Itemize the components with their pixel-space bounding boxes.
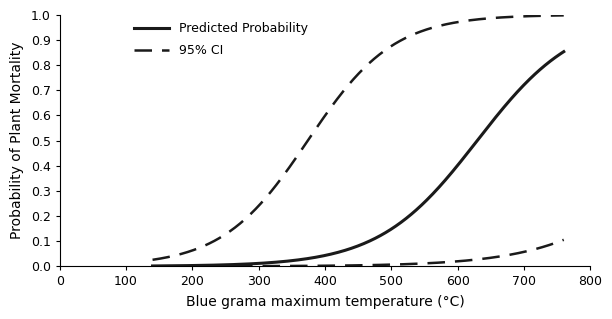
X-axis label: Blue grama maximum temperature (°C): Blue grama maximum temperature (°C) (185, 295, 465, 309)
Legend: Predicted Probability, 95% CI: Predicted Probability, 95% CI (129, 17, 313, 62)
Y-axis label: Probability of Plant Mortality: Probability of Plant Mortality (10, 42, 24, 239)
